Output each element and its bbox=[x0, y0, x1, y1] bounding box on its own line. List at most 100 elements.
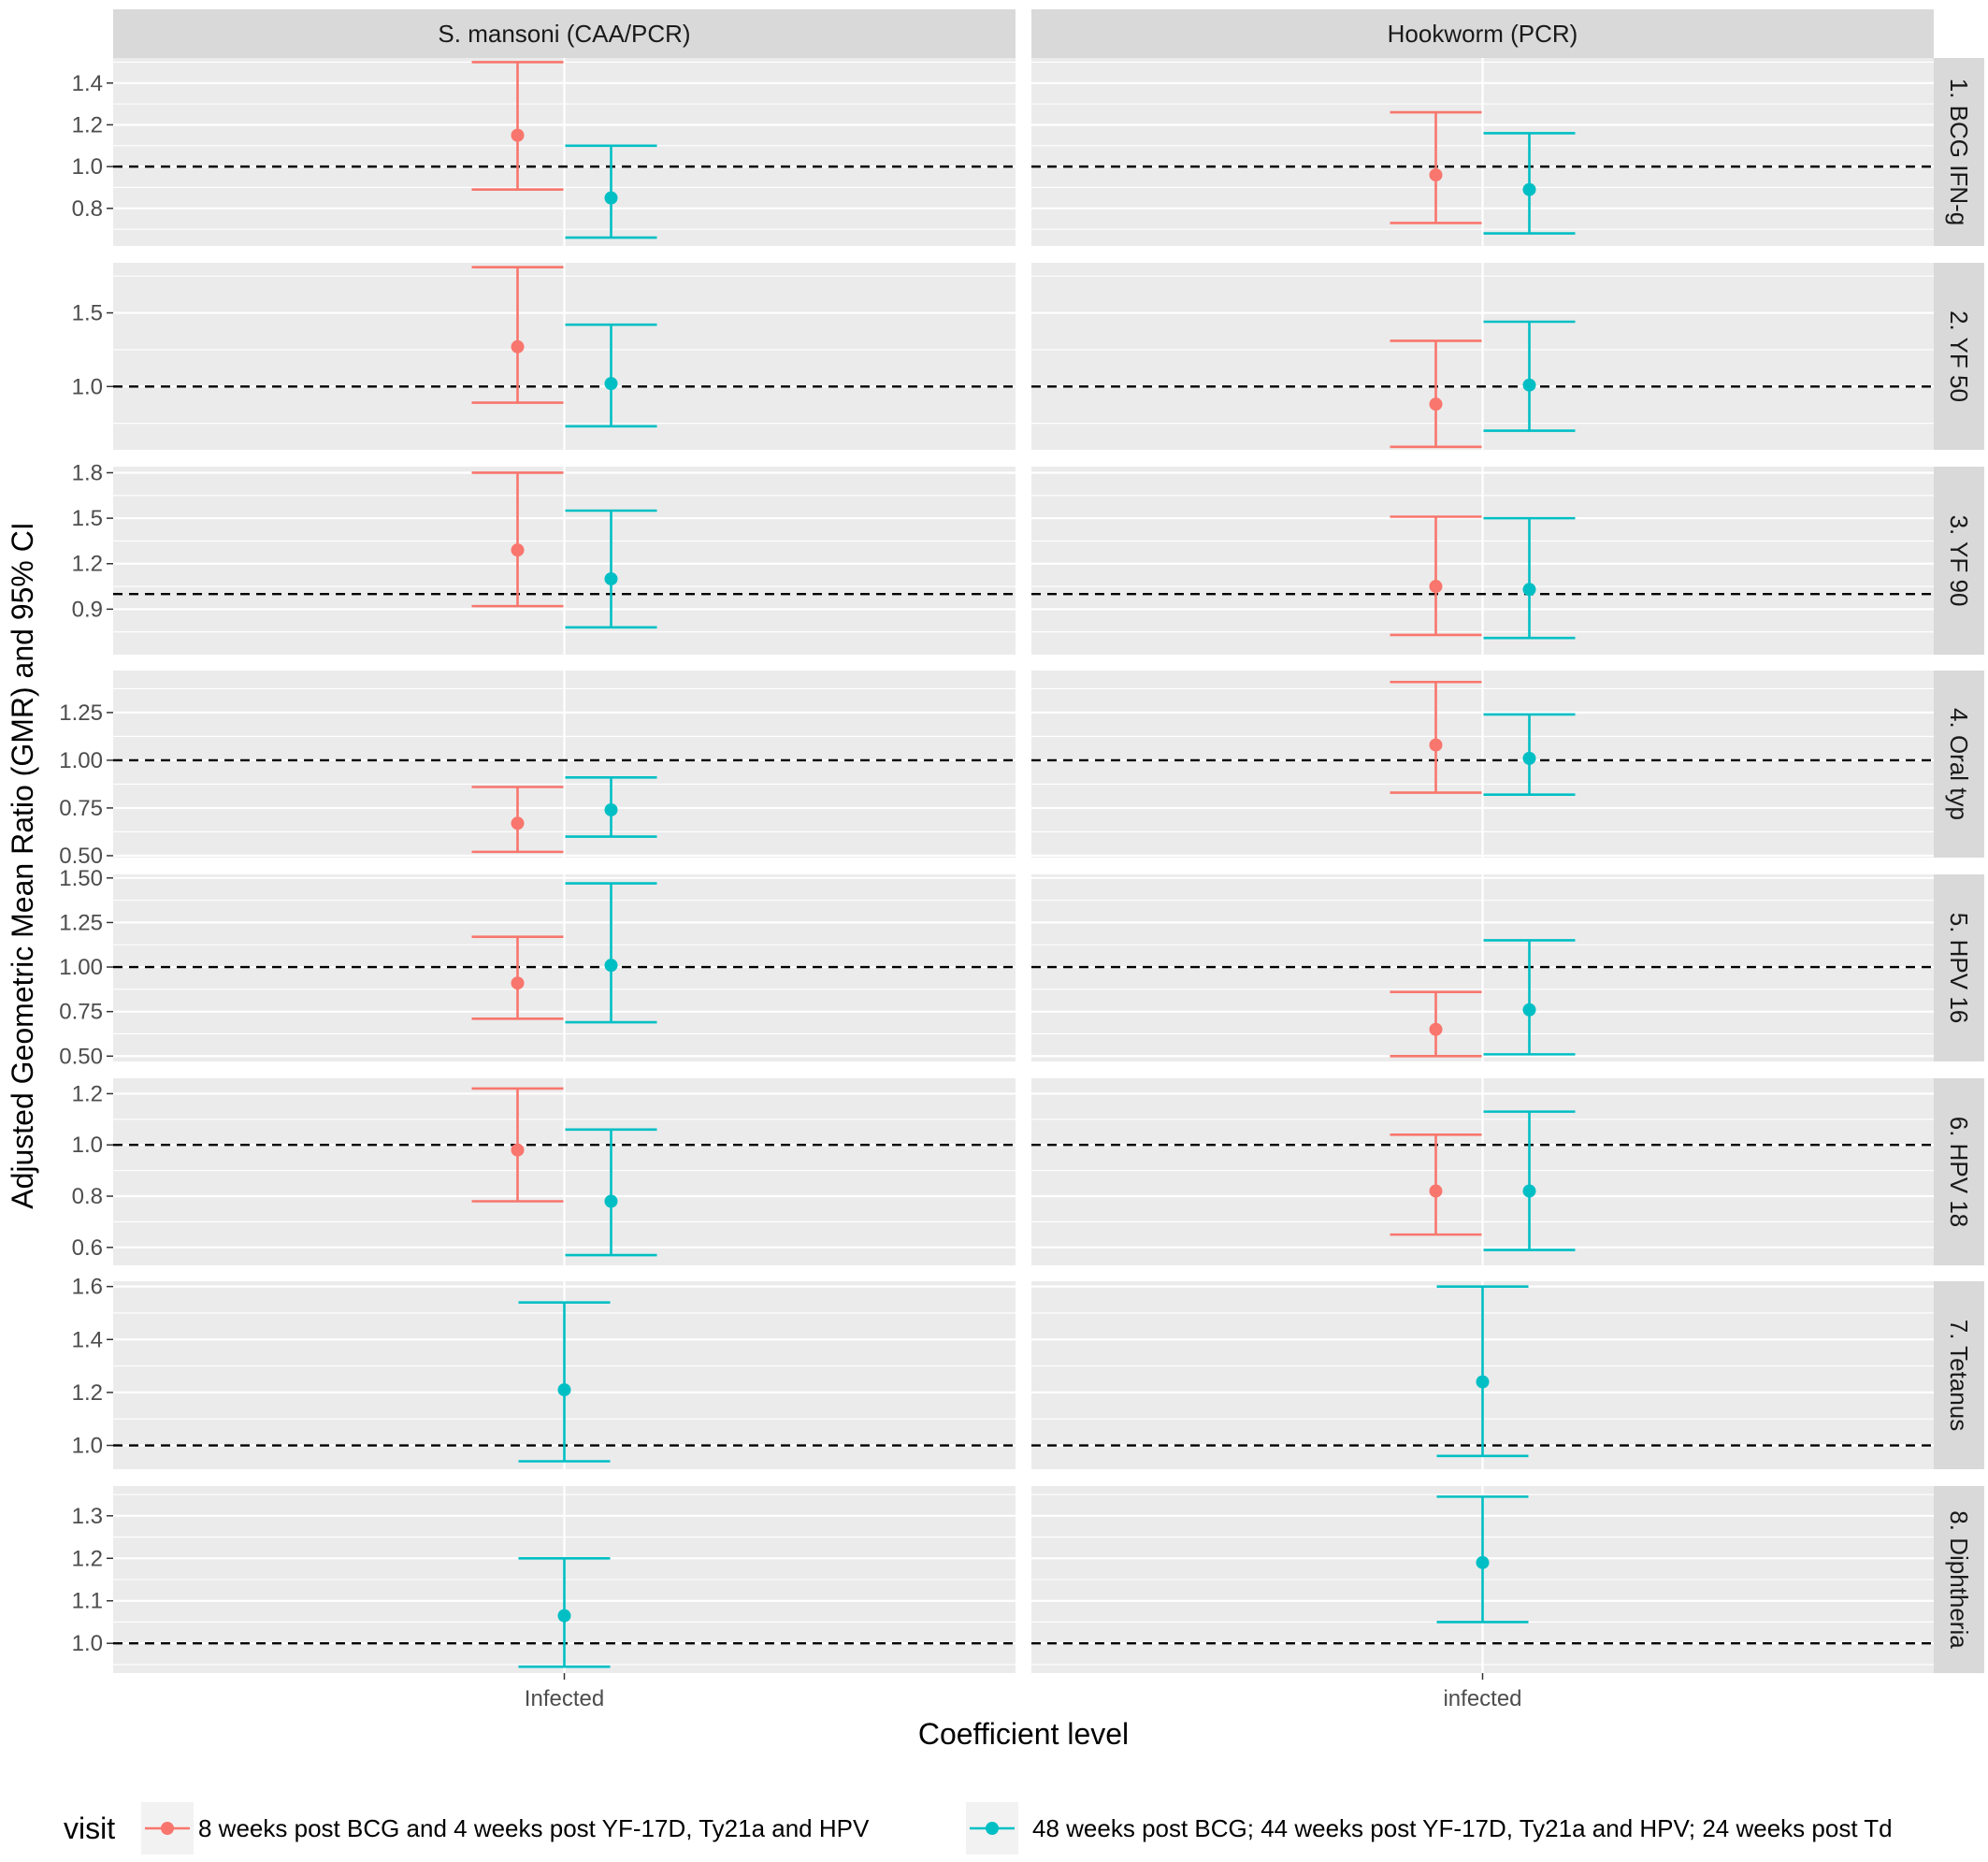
panel-hw-4 bbox=[1031, 671, 1934, 858]
x-axis-title: Coefficient level bbox=[918, 1717, 1129, 1751]
row-strip-8 bbox=[1934, 1486, 1984, 1673]
estimate-point-v1 bbox=[511, 1143, 525, 1157]
estimate-point-v2 bbox=[1476, 1375, 1490, 1389]
panel-hw-7 bbox=[1031, 1281, 1934, 1469]
row-strip-4 bbox=[1934, 671, 1984, 858]
column-strip-hw bbox=[1031, 9, 1934, 58]
row-strip-2 bbox=[1934, 263, 1984, 450]
column-strip-sm bbox=[113, 9, 1016, 58]
panel-sm-8 bbox=[113, 1486, 1016, 1673]
y-tick-label: 0.9 bbox=[72, 597, 103, 622]
estimate-point-v2 bbox=[1476, 1555, 1490, 1569]
legend-title: visit bbox=[64, 1811, 115, 1845]
estimate-point-v1 bbox=[1429, 738, 1443, 752]
y-tick-label: 1.2 bbox=[72, 552, 103, 577]
estimate-point-v1 bbox=[511, 816, 525, 830]
panel-sm-2 bbox=[113, 263, 1016, 450]
estimate-point-v2 bbox=[604, 802, 618, 816]
estimate-point-v2 bbox=[1522, 1184, 1536, 1198]
y-tick-label: 1.00 bbox=[59, 955, 103, 980]
y-tick-label: 1.1 bbox=[72, 1589, 103, 1614]
estimate-point-v2 bbox=[557, 1383, 571, 1397]
y-tick-label: 1.2 bbox=[72, 1081, 103, 1106]
y-tick-label: 0.50 bbox=[59, 844, 103, 869]
y-tick-label: 1.2 bbox=[72, 1546, 103, 1571]
column-strip-label-sm: S. mansoni (CAA/PCR) bbox=[438, 20, 690, 48]
estimate-point-v2 bbox=[557, 1609, 571, 1623]
panel-sm-5 bbox=[113, 874, 1016, 1061]
row-strip-label-7: 7. Tetanus bbox=[1945, 1320, 1973, 1432]
panel-hw-6 bbox=[1031, 1078, 1934, 1265]
row-strip-6 bbox=[1934, 1078, 1984, 1265]
column-strip-label-hw: Hookworm (PCR) bbox=[1388, 20, 1578, 48]
y-tick-label: 1.2 bbox=[72, 112, 103, 137]
y-tick-label: 1.4 bbox=[72, 1327, 103, 1352]
row-strip-1 bbox=[1934, 58, 1984, 246]
panel-hw-8 bbox=[1031, 1486, 1934, 1673]
estimate-point-v1 bbox=[511, 339, 525, 354]
estimate-point-v1 bbox=[511, 976, 525, 990]
estimate-point-v2 bbox=[604, 1194, 618, 1208]
y-tick-label: 1.0 bbox=[72, 1133, 103, 1158]
y-tick-label: 1.2 bbox=[72, 1380, 103, 1406]
y-axis-title: Adjusted Geometric Mean Ratio (GMR) and … bbox=[6, 522, 39, 1209]
row-strip-label-5: 5. HPV 16 bbox=[1945, 913, 1973, 1024]
y-tick-label: 1.0 bbox=[72, 1631, 103, 1656]
row-strip-label-3: 3. YF 90 bbox=[1945, 515, 1973, 607]
legend-label-v2: 48 weeks post BCG; 44 weeks post YF-17D,… bbox=[1032, 1814, 1893, 1842]
y-tick-label: 1.8 bbox=[72, 460, 103, 485]
row-strip-label-6: 6. HPV 18 bbox=[1945, 1117, 1973, 1228]
y-tick-label: 1.0 bbox=[72, 1434, 103, 1459]
estimate-point-v2 bbox=[604, 377, 618, 391]
y-tick-label: 1.0 bbox=[72, 374, 103, 399]
estimate-point-v1 bbox=[1429, 1184, 1443, 1198]
legend-label-v1: 8 weeks post BCG and 4 weeks post YF-17D… bbox=[198, 1814, 870, 1842]
y-tick-label: 0.6 bbox=[72, 1235, 103, 1261]
y-tick-label: 1.25 bbox=[59, 910, 103, 935]
estimate-point-v1 bbox=[1429, 1022, 1443, 1036]
row-strip-label-8: 8. Diphtheria bbox=[1945, 1510, 1973, 1649]
row-strip-3 bbox=[1934, 467, 1984, 655]
estimate-point-v2 bbox=[1522, 583, 1536, 597]
panel-sm-4 bbox=[113, 671, 1016, 858]
y-tick-label: 1.3 bbox=[72, 1504, 103, 1529]
y-tick-label: 0.75 bbox=[59, 1000, 103, 1025]
estimate-point-v2 bbox=[1522, 182, 1536, 196]
legend-key-point-v1 bbox=[161, 1822, 174, 1835]
row-strip-7 bbox=[1934, 1281, 1984, 1469]
panel-hw-1 bbox=[1031, 58, 1934, 246]
estimate-point-v2 bbox=[604, 571, 618, 585]
legend-key-point-v2 bbox=[986, 1822, 999, 1835]
row-strip-label-4: 4. Oral typ bbox=[1945, 708, 1973, 820]
y-tick-label: 0.8 bbox=[72, 1184, 103, 1209]
panel-hw-3 bbox=[1031, 467, 1934, 655]
estimate-point-v2 bbox=[1522, 751, 1536, 765]
estimate-point-v1 bbox=[1429, 168, 1443, 182]
estimate-point-v2 bbox=[1522, 1003, 1536, 1017]
y-tick-label: 1.6 bbox=[72, 1275, 103, 1300]
y-tick-label: 1.50 bbox=[59, 866, 103, 891]
estimate-point-v1 bbox=[511, 128, 525, 142]
panel-hw-2 bbox=[1031, 263, 1934, 450]
x-tick-label-sm: Infected bbox=[525, 1686, 604, 1711]
row-strip-5 bbox=[1934, 874, 1984, 1061]
estimate-point-v2 bbox=[1522, 378, 1536, 392]
estimate-point-v1 bbox=[1429, 580, 1443, 594]
row-strip-label-1: 1. BCG IFN-g bbox=[1945, 79, 1973, 225]
y-tick-label: 0.75 bbox=[59, 796, 103, 821]
estimate-point-v2 bbox=[604, 959, 618, 973]
estimate-point-v1 bbox=[511, 543, 525, 557]
y-tick-label: 1.00 bbox=[59, 748, 103, 773]
row-strip-label-2: 2. YF 50 bbox=[1945, 310, 1973, 402]
y-tick-label: 1.4 bbox=[72, 71, 103, 96]
y-tick-label: 1.25 bbox=[59, 700, 103, 726]
estimate-point-v2 bbox=[604, 191, 618, 205]
y-tick-label: 1.5 bbox=[72, 301, 103, 326]
y-tick-label: 0.8 bbox=[72, 196, 103, 222]
y-tick-label: 1.0 bbox=[72, 154, 103, 180]
panel-sm-3 bbox=[113, 467, 1016, 655]
panel-sm-7 bbox=[113, 1281, 1016, 1469]
estimate-point-v1 bbox=[1429, 397, 1443, 411]
panel-sm-6 bbox=[113, 1078, 1016, 1265]
